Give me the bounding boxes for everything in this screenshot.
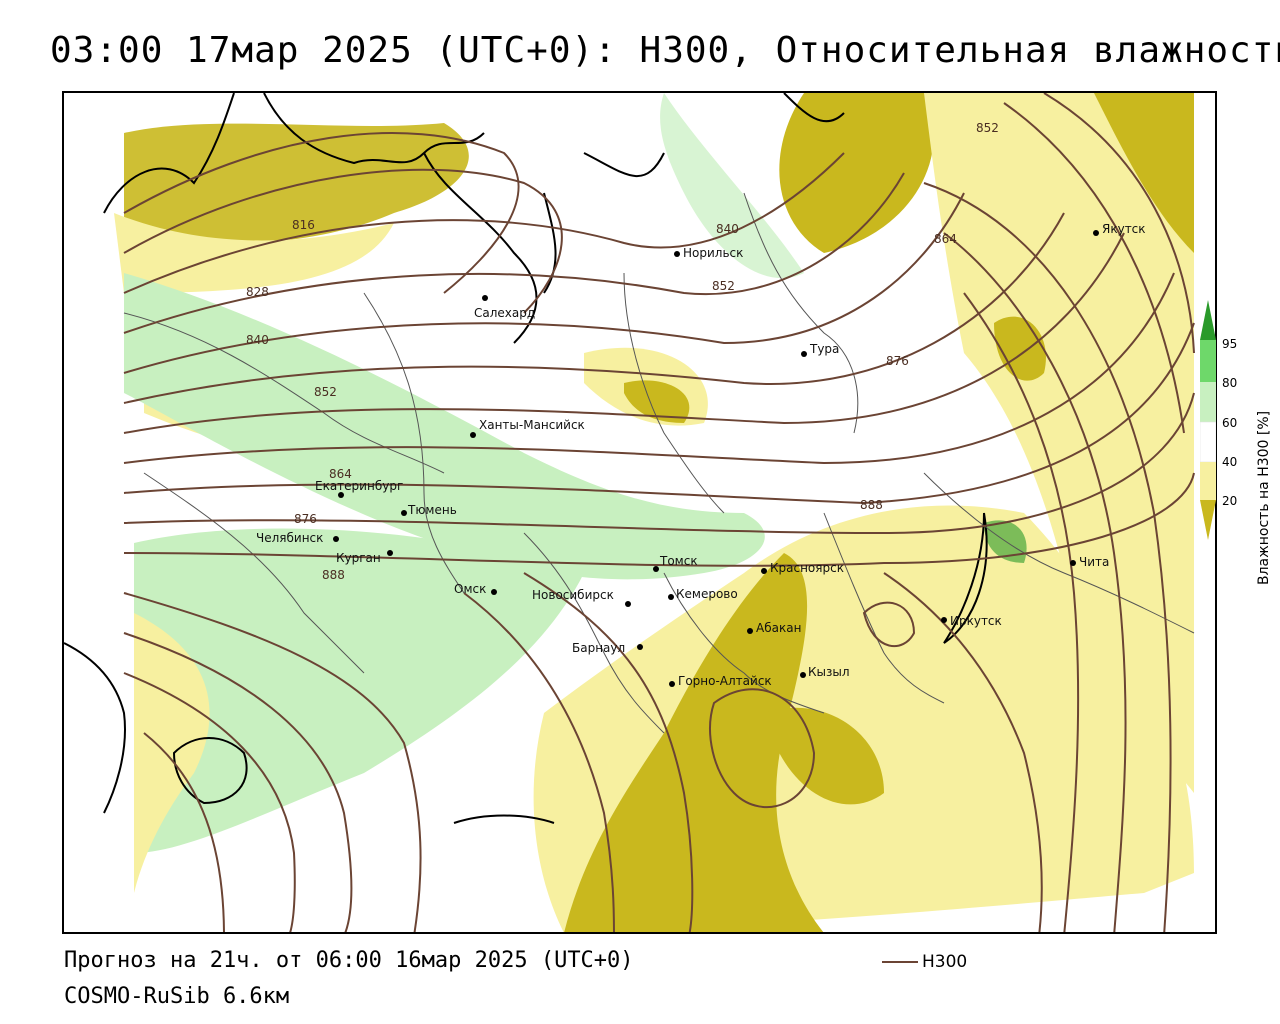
city-dot [625, 601, 631, 607]
city-dot [941, 617, 947, 623]
city-dot [747, 628, 753, 634]
city-dot [338, 492, 344, 498]
city-dot [491, 589, 497, 595]
city-label: Екатеринбург [315, 479, 403, 493]
city-dot [470, 432, 476, 438]
city-label: Ханты-Мансийск [479, 418, 585, 432]
city-markers: Салехард Норильск Якутск Тура Ханты-Манс… [256, 222, 1146, 688]
isoline-label: 876 [886, 354, 909, 368]
colorbar-tick: 95 [1222, 337, 1238, 351]
city-label: Кызыл [808, 665, 850, 679]
map-svg: 816 828 840 852 864 876 888 840 852 864 … [64, 93, 1195, 932]
city-label: Новосибирск [532, 588, 614, 602]
colorbar-tick: 20 [1222, 494, 1238, 508]
forecast-info: Прогноз на 21ч. от 06:00 16мар 2025 (UTC… [64, 948, 634, 973]
city-label: Томск [659, 554, 698, 568]
colorbar-title: Влажность на H300 [%] [1256, 410, 1272, 585]
isoline-label: 888 [322, 568, 345, 582]
map-title: 03:00 17мар 2025 (UTC+0): H300, Относите… [50, 30, 1280, 71]
isoline-label: 840 [246, 333, 269, 347]
city-label: Тюмень [407, 503, 457, 517]
city-dot [1093, 230, 1099, 236]
colorbar-tick: 80 [1222, 376, 1238, 390]
isoline-label: 864 [329, 467, 352, 481]
isoline-label: 840 [716, 222, 739, 236]
city-dot [669, 681, 675, 687]
isoline-label: 876 [294, 512, 317, 526]
humidity-field [114, 93, 1194, 932]
h300-isolines [123, 93, 1195, 932]
city-label: Барнаул [572, 641, 625, 655]
city-dot [1070, 560, 1076, 566]
city-dot [387, 550, 393, 556]
city-label: Абакан [756, 621, 801, 635]
city-label: Тура [809, 342, 839, 356]
colorbar-tick: 60 [1222, 416, 1238, 430]
city-label: Челябинск [256, 531, 323, 545]
city-label: Горно-Алтайск [678, 674, 772, 688]
legend-line-swatch [882, 961, 918, 963]
humidity-colorbar [1200, 300, 1216, 540]
city-dot [401, 510, 407, 516]
city-label: Норильск [683, 246, 743, 260]
city-label: Курган [336, 551, 381, 565]
model-name: COSMO-RuSib 6.6км [64, 984, 290, 1009]
city-label: Якутск [1102, 222, 1146, 236]
isoline-label: 828 [246, 285, 269, 299]
city-dot [333, 536, 339, 542]
city-label: Кемерово [676, 587, 738, 601]
isoline-label: 852 [314, 385, 337, 399]
map-panel: 816 828 840 852 864 876 888 840 852 864 … [62, 91, 1217, 934]
coastlines [64, 93, 988, 824]
isoline-label: 864 [934, 232, 957, 246]
city-dot [800, 672, 806, 678]
city-dot [761, 568, 767, 574]
isoline-label: 852 [712, 279, 735, 293]
isoline-label: 852 [976, 121, 999, 135]
city-dot [653, 566, 659, 572]
colorbar-tick: 40 [1222, 455, 1238, 469]
isoline-labels: 816 828 840 852 864 876 888 840 852 864 … [246, 121, 999, 582]
city-dot [668, 594, 674, 600]
city-label: Красноярск [770, 561, 844, 575]
city-label: Салехард [474, 306, 535, 320]
legend-label: H300 [922, 952, 968, 972]
city-label: Чита [1079, 555, 1109, 569]
isoline-label: 816 [292, 218, 315, 232]
city-dot [801, 351, 807, 357]
city-dot [674, 251, 680, 257]
isoline-label: 888 [860, 498, 883, 512]
city-label: Иркутск [950, 614, 1002, 628]
city-label: Омск [454, 582, 486, 596]
city-dot [637, 644, 643, 650]
map-legend: H300 [882, 952, 967, 972]
city-dot [482, 295, 488, 301]
